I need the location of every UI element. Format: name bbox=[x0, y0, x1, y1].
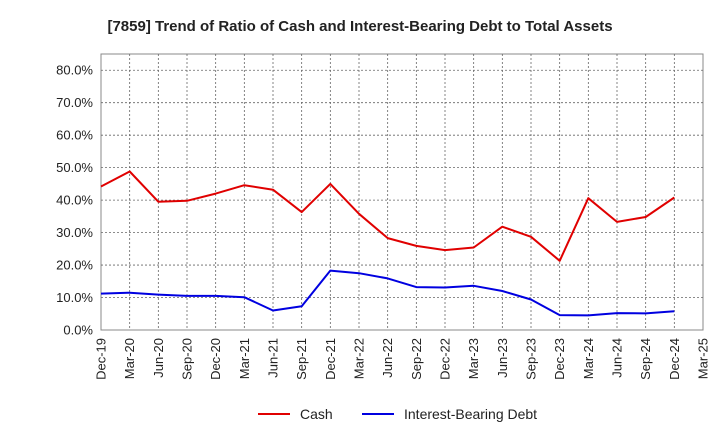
series-line-interest-bearing-debt bbox=[100, 269, 675, 317]
y-tick-label: 50.0% bbox=[56, 160, 93, 175]
axis-layer: 0.0% 10.0% 20.0% 30.0% 40.0% 50.0% 60.0% 70.0% 8… bbox=[56, 63, 710, 380]
x-tick-label: Sep-23 bbox=[524, 338, 539, 380]
x-tick-label: Jun-22 bbox=[380, 338, 395, 378]
legend-label: Cash bbox=[300, 406, 333, 422]
x-tick-label: Mar-22 bbox=[352, 338, 367, 379]
x-tick-label: Sep-21 bbox=[294, 338, 309, 380]
y-tick-label: 20.0% bbox=[56, 258, 93, 273]
y-tick-label: 30.0% bbox=[56, 225, 93, 240]
x-tick-label: Jun-21 bbox=[266, 338, 281, 378]
x-tick-label: Sep-20 bbox=[180, 338, 195, 380]
grid-layer bbox=[100, 53, 704, 331]
x-tick-label: Jun-24 bbox=[610, 338, 625, 378]
series-line-cash bbox=[100, 170, 675, 262]
chart-title: [7859] Trend of Ratio of Cash and Intere… bbox=[107, 18, 612, 35]
x-tick-label: Mar-20 bbox=[122, 338, 137, 379]
x-tick-label: Dec-22 bbox=[438, 338, 453, 380]
y-tick-label: 70.0% bbox=[56, 95, 93, 110]
x-tick-label: Mar-23 bbox=[466, 338, 481, 379]
y-tick-label: 80.0% bbox=[56, 63, 93, 78]
x-tick-label: Mar-25 bbox=[696, 338, 711, 379]
x-tick-label: Jun-23 bbox=[495, 338, 510, 378]
x-tick-label: Dec-19 bbox=[94, 338, 109, 380]
x-tick-label: Dec-20 bbox=[208, 338, 223, 380]
legend-label: Interest-Bearing Debt bbox=[404, 406, 537, 422]
series-layer bbox=[100, 170, 675, 317]
x-tick-label: Dec-24 bbox=[667, 338, 682, 380]
x-tick-label: Mar-24 bbox=[581, 338, 596, 379]
x-tick-label: Dec-21 bbox=[323, 338, 338, 380]
x-tick-label: Dec-23 bbox=[552, 338, 567, 380]
y-tick-label: 10.0% bbox=[56, 290, 93, 305]
y-tick-label: 40.0% bbox=[56, 193, 93, 208]
x-tick-label: Sep-24 bbox=[638, 338, 653, 380]
y-tick-label: 60.0% bbox=[56, 128, 93, 143]
legend: Cash Interest-Bearing Debt bbox=[258, 406, 537, 422]
x-tick-label: Jun-20 bbox=[151, 338, 166, 378]
x-tick-label: Mar-21 bbox=[237, 338, 252, 379]
x-tick-label: Sep-22 bbox=[409, 338, 424, 380]
plot-frame bbox=[100, 53, 704, 331]
y-tick-label: 0.0% bbox=[63, 323, 93, 338]
